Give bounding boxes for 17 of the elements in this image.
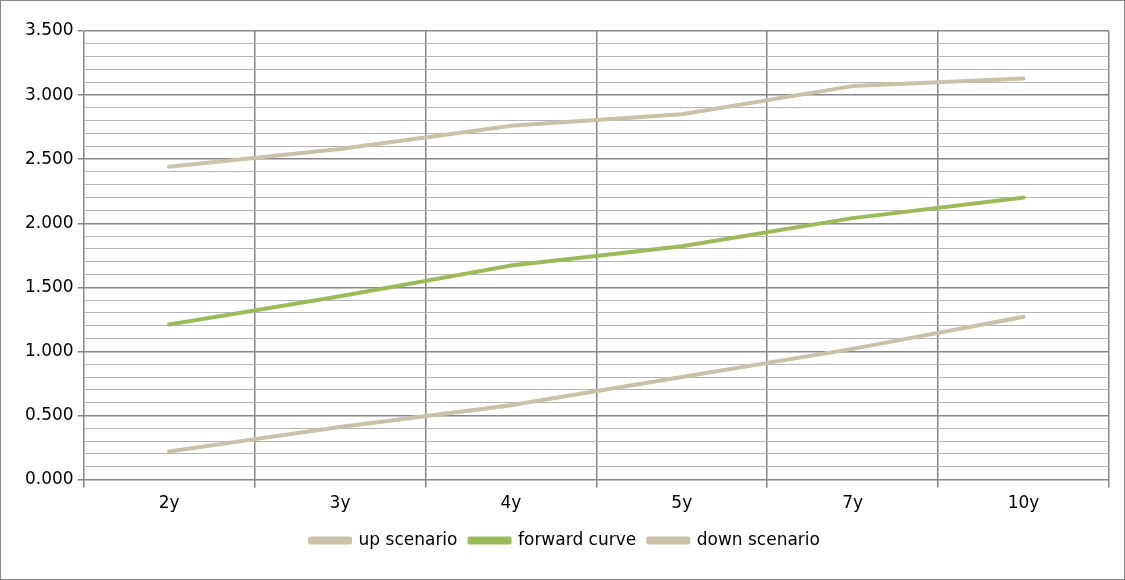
x-tick-label: 3y xyxy=(329,492,351,513)
x-tick-label: 7y xyxy=(842,492,864,513)
y-tick-label: 2.500 xyxy=(25,147,74,168)
legend-label: forward curve xyxy=(517,528,637,549)
y-tick-label: 3.500 xyxy=(25,19,74,40)
y-tick-label: 0.500 xyxy=(25,403,74,424)
x-tick-label: 2y xyxy=(158,492,180,513)
y-tick-label: 0.000 xyxy=(25,468,74,489)
legend-label: down scenario xyxy=(696,528,820,549)
legend-label: up scenario xyxy=(358,528,458,549)
x-tick-label: 4y xyxy=(500,492,522,513)
x-tick-label: 5y xyxy=(671,492,693,513)
x-tick-label: 10y xyxy=(1007,492,1040,513)
y-tick-label: 3.000 xyxy=(25,83,74,104)
y-tick-label: 2.000 xyxy=(25,211,74,232)
y-tick-label: 1.000 xyxy=(25,339,74,360)
y-tick-label: 1.500 xyxy=(25,275,74,296)
